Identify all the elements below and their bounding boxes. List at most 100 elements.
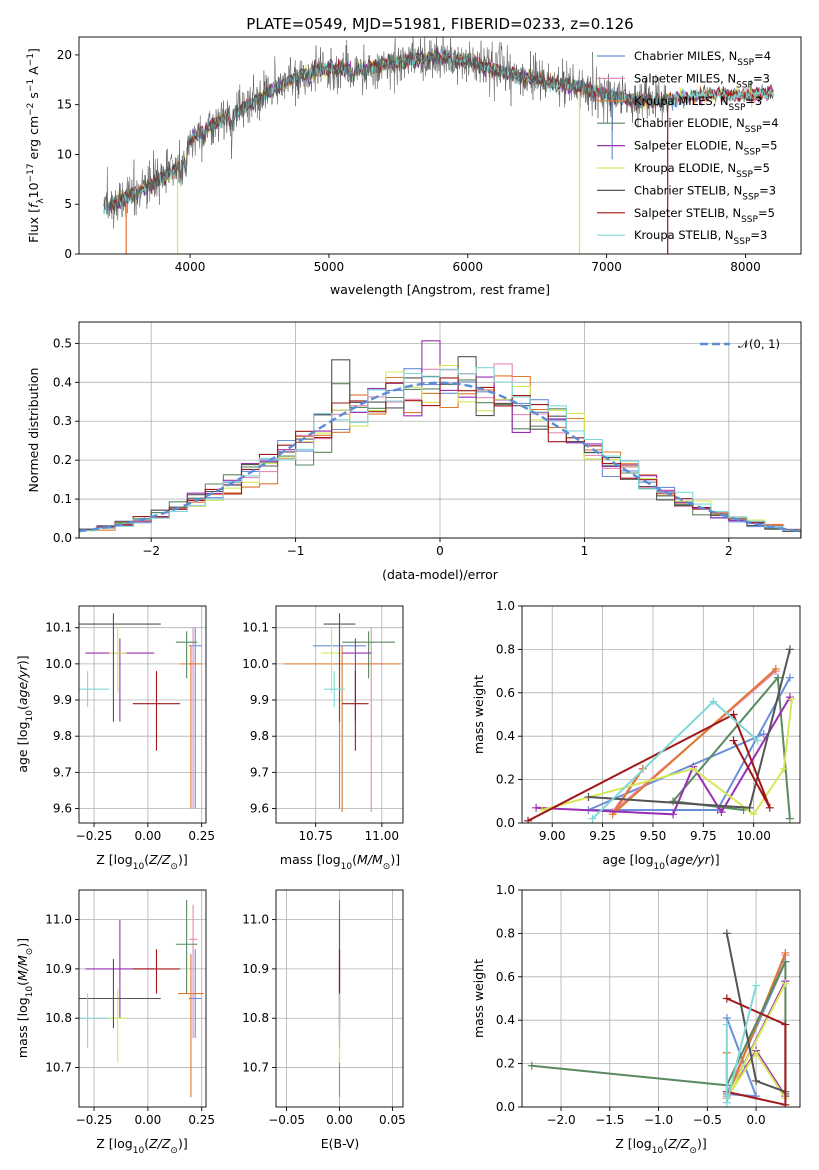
weight-marker	[785, 673, 794, 682]
weight-marker	[787, 695, 796, 704]
y-tick-label: 10.7	[45, 1061, 72, 1075]
axes-frame	[78, 605, 207, 824]
weight-marker	[524, 816, 533, 823]
x-tick-label: 0	[436, 544, 444, 558]
x-axis-label: Z [log10(Z/Z⊙)]	[96, 852, 187, 872]
y-tick-label: 9.9	[250, 693, 269, 707]
x-axis-label: (data-model)/error	[382, 567, 499, 582]
y-tick-label: 0	[64, 247, 72, 261]
y-axis-label: mass weight	[471, 675, 486, 754]
x-tick-label: 10.00	[736, 829, 770, 843]
x-tick-label: −0.5	[693, 1113, 722, 1127]
y-tick-label: 10.0	[242, 657, 269, 671]
x-tick-label: 9.25	[589, 829, 616, 843]
y-tick-label: 0.0	[496, 1100, 515, 1114]
x-tick-label: 0.00	[135, 1113, 162, 1127]
y-axis-label: age [log10(age/yr)]	[15, 655, 35, 772]
weight-marker	[781, 1100, 790, 1107]
legend-label: Salpeter MILES, NSSP=3	[634, 71, 770, 90]
mass-vs-metallicity-panel: −0.25 0.00 0.25 10.7 10.8 10.9 11.0 Z [log10(Z/…	[15, 889, 215, 1156]
weight-marker	[781, 957, 790, 966]
weight-marker	[759, 730, 768, 739]
y-tick-label: 5	[64, 197, 72, 211]
residual-histogram-panel: −2 −1 0 1 2 0.0 0.1 0.2 0.3 0.4 0.5 (data-model)/er…	[26, 321, 802, 582]
observed-spectrum-line	[103, 37, 670, 229]
x-tick-label: 0.25	[188, 1113, 215, 1127]
weight-marker	[584, 792, 593, 801]
weight-marker	[781, 979, 790, 988]
axes-frame	[78, 36, 802, 255]
x-tick-label: 8000	[730, 260, 761, 274]
weight-marker	[689, 764, 698, 773]
normal-reference-curve	[79, 381, 801, 533]
weight-marker	[709, 697, 718, 706]
x-axis-label: Z [log10(Z/Z⊙)]	[96, 1136, 187, 1156]
y-tick-label: 10.0	[45, 657, 72, 671]
axes-frame	[521, 889, 801, 1108]
weight-marker	[669, 810, 678, 819]
axes-frame	[78, 889, 207, 1108]
weight-line	[527, 713, 771, 822]
weight-marker	[785, 645, 794, 654]
x-tick-label: 9.75	[690, 829, 717, 843]
axes-frame	[275, 889, 404, 1108]
weight-marker	[781, 1020, 790, 1029]
y-tick-label: 11.0	[45, 913, 72, 927]
y-tick-label: 10.1	[45, 621, 72, 635]
y-tick-label: 20	[57, 48, 72, 62]
weight-vs-age-panel: 9.00 9.25 9.50 9.75 10.00 0.0 0.2 0.4 0.6 0.8 1.0 a…	[471, 599, 801, 872]
x-tick-label: 0.05	[379, 1113, 406, 1127]
y-tick-label: 10.9	[45, 962, 72, 976]
weight-marker	[753, 736, 762, 745]
y-tick-label: 0.4	[53, 375, 72, 389]
weight-line	[588, 677, 791, 811]
y-tick-label: 0.0	[496, 816, 515, 830]
weight-marker	[779, 764, 788, 773]
y-tick-label: 0.6	[496, 970, 515, 984]
age-vs-metallicity-panel: −0.25 0.00 0.25 9.6 9.7 9.8 9.9 10.0 10.1 Z [log1…	[15, 605, 215, 872]
y-tick-label: 0.5	[53, 336, 72, 350]
y-tick-label: 0.6	[496, 686, 515, 700]
weight-vs-metallicity-panel: −2.0 −1.5 −1.0 −0.5 0.0 0.0 0.2 0.4 0.6 0.8 1.0 Z […	[471, 883, 801, 1156]
x-tick-label: 0.25	[188, 829, 215, 843]
y-tick-label: 10.8	[45, 1011, 72, 1025]
legend-label: 𝒩(0, 1)	[738, 337, 780, 351]
y-tick-label: 0.0	[53, 531, 72, 545]
y-tick-label: 9.7	[53, 765, 72, 779]
weight-marker	[729, 736, 738, 745]
weight-line	[611, 668, 777, 816]
x-tick-label: 10.75	[299, 829, 333, 843]
y-tick-label: 9.6	[53, 802, 72, 816]
y-tick-label: 1.0	[496, 599, 515, 613]
weight-marker	[722, 1020, 731, 1029]
y-tick-label: 0.4	[496, 1013, 515, 1027]
x-tick-label: 0.00	[326, 1113, 353, 1127]
weight-line	[725, 982, 787, 1099]
legend-label: Kroupa ELODIE, NSSP=5	[634, 161, 770, 180]
y-tick-label: 9.7	[250, 765, 269, 779]
x-tick-label: −1.0	[644, 1113, 673, 1127]
x-tick-label: −0.25	[76, 829, 113, 843]
x-tick-label: −0.05	[268, 1113, 305, 1127]
x-tick-label: 6000	[452, 260, 483, 274]
y-axis-label: Normed distribution	[26, 368, 41, 493]
y-tick-label: 0.1	[53, 492, 72, 506]
x-tick-label: 7000	[591, 260, 622, 274]
legend-label: Kroupa MILES, NSSP=3	[634, 94, 762, 113]
weight-marker	[722, 1098, 731, 1107]
legend-label: Chabrier MILES, NSSP=4	[634, 49, 771, 68]
x-axis-label: Z [log10(Z/Z⊙)]	[615, 1136, 706, 1156]
x-tick-label: 9.50	[640, 829, 667, 843]
y-tick-label: 0.8	[496, 926, 515, 940]
axes-frame	[521, 605, 801, 824]
weight-marker	[722, 994, 731, 1003]
y-tick-label: 10	[57, 147, 72, 161]
x-tick-label: 0.00	[135, 829, 162, 843]
x-tick-label: −0.25	[76, 1113, 113, 1127]
x-axis-label: E(B-V)	[321, 1136, 360, 1151]
y-tick-label: 10.9	[242, 962, 269, 976]
weight-marker	[729, 710, 738, 719]
y-axis-label: mass [log10(M/M⊙)]	[15, 938, 35, 1058]
y-tick-label: 0.8	[496, 642, 515, 656]
